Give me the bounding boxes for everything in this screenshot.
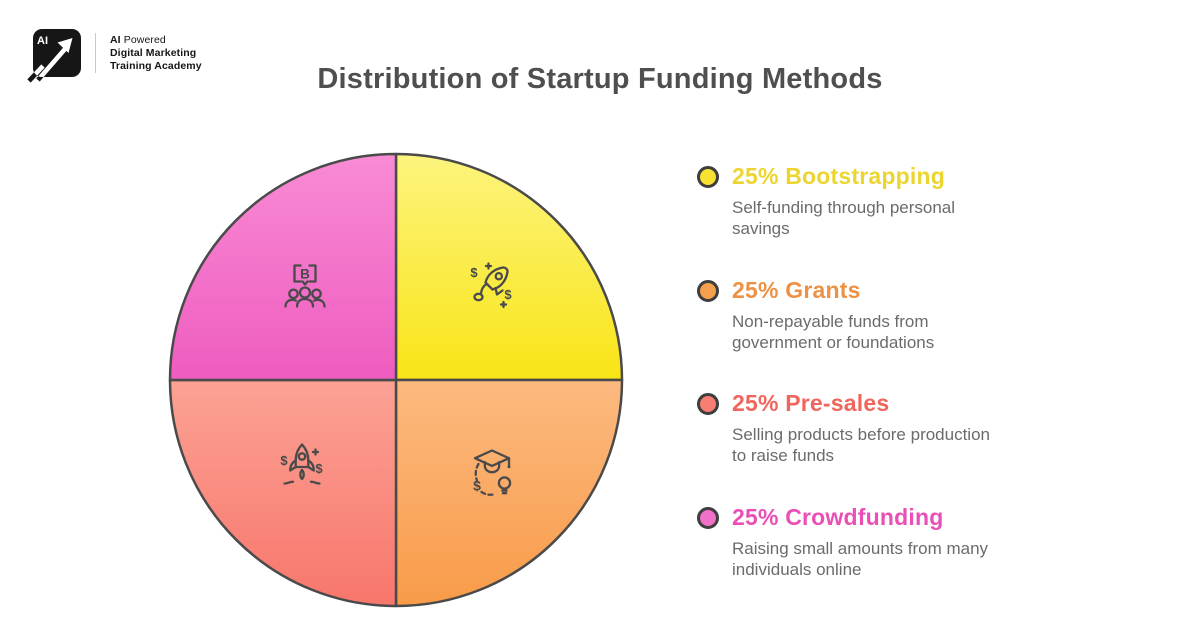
pie-slice-crowdfunding [168,152,398,382]
pie-slice-presales [168,378,398,608]
logo-tagline: AI Powered [110,33,166,46]
legend-swatch-bootstrapping [697,165,719,188]
legend-item-crowdfunding: 25% Crowdfunding Raising small amounts f… [697,504,1077,580]
pie-chart: B $ $ $ $ $ [168,152,624,608]
logo-divider [95,33,96,73]
pie-chart-svg [168,152,624,608]
legend-swatch-crowdfunding [697,506,719,529]
logo-text: AI Powered Digital Marketing Training Ac… [110,34,202,73]
svg-text:B: B [300,267,310,282]
graduation-cap-dollar-bulb-icon: $ [473,449,512,496]
legend-desc-bootstrapping: Self-funding through personal savings [732,198,956,238]
legend-item-presales: 25% Pre-sales Selling products before pr… [697,390,1077,466]
crowd-with-bitcoin-icon: B [284,264,326,308]
legend-label-presales: 25% Pre-sales [732,390,890,416]
legend-desc-presales: Selling products before production to ra… [732,425,990,465]
legend-item-grants: 25% Grants Non-repayable funds from gove… [697,277,1077,353]
legend-label-crowdfunding: 25% Crowdfunding [732,504,944,530]
legend-swatch-grants [697,279,719,302]
legend-label-grants: 25% Grants [732,277,861,303]
svg-text:$: $ [280,453,288,468]
growth-arrow-icon: AI [27,29,81,83]
legend-label-bootstrapping: 25% Bootstrapping [732,163,945,189]
svg-text:$: $ [315,461,323,476]
page-title: Distribution of Startup Funding Methods [317,63,883,95]
svg-text:AI: AI [37,35,48,47]
legend-desc-crowdfunding: Raising small amounts from many individu… [732,539,989,579]
svg-text:$: $ [504,287,512,302]
launching-rocket-dollars-icon: $ $ [280,443,323,485]
logo-badge: AI [27,29,81,83]
legend-desc-grants: Non-repayable funds from government or f… [732,312,935,352]
rocket-with-dollars-icon: $ $ [470,262,512,309]
legend-item-bootstrapping: 25% Bootstrapping Self-funding through p… [697,163,1077,239]
brand-logo: AI AI Powered Digital Marketing Training… [27,29,202,83]
logo-line3: Training Academy [110,59,202,72]
logo-line2: Digital Marketing [110,46,197,59]
svg-text:$: $ [470,265,478,280]
pie-slice-bootstrapping [394,152,624,382]
legend-swatch-presales [697,392,719,415]
pie-slice-grants [394,378,624,608]
svg-text:$: $ [473,478,481,494]
